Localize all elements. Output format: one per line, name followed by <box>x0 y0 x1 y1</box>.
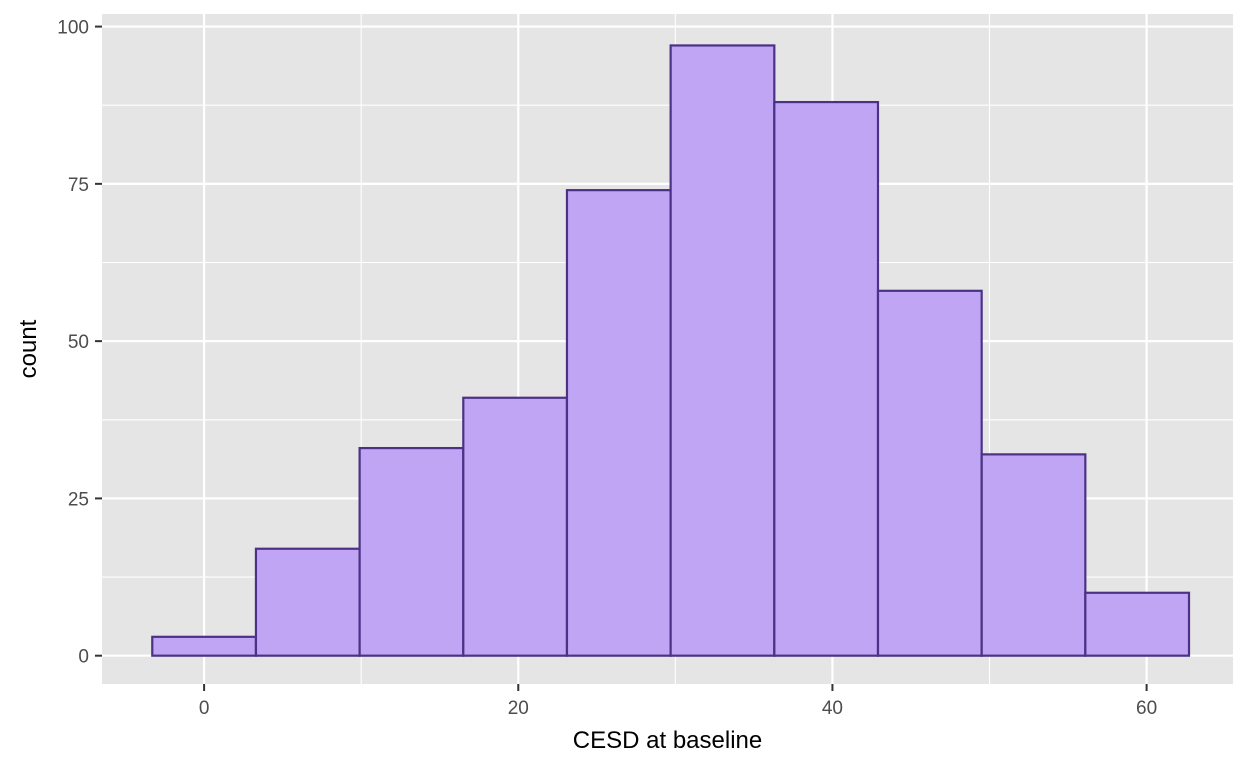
y-tick-label: 100 <box>57 18 89 39</box>
histogram-bar <box>876 289 983 657</box>
histogram-bar <box>773 100 880 657</box>
histogram-bar <box>1084 591 1191 657</box>
y-tick-label: 25 <box>68 489 89 510</box>
y-tick-label: 0 <box>78 647 89 668</box>
y-tick-label: 75 <box>68 175 89 196</box>
histogram-bars <box>151 44 1191 657</box>
histogram-bar <box>358 446 465 657</box>
histogram-bar <box>669 44 776 657</box>
y-axis-ticks <box>95 25 102 657</box>
histogram-bar <box>151 635 258 657</box>
x-axis-tick-labels: 0 20 40 60 <box>199 698 1157 719</box>
x-axis-title: CESD at baseline <box>573 727 762 754</box>
histogram-bar <box>462 396 569 657</box>
y-tick-label: 50 <box>68 332 89 353</box>
x-tick-label: 20 <box>508 698 529 719</box>
histogram-bar <box>254 547 361 657</box>
x-tick-label: 0 <box>199 698 210 719</box>
x-tick-label: 40 <box>822 698 843 719</box>
y-axis-title: count <box>15 319 42 378</box>
x-axis-ticks <box>203 684 1148 691</box>
y-axis-tick-labels: 0 25 50 75 100 <box>57 18 89 668</box>
histogram-bar <box>980 453 1087 657</box>
x-tick-label: 60 <box>1136 698 1157 719</box>
histogram-bar <box>565 189 672 657</box>
